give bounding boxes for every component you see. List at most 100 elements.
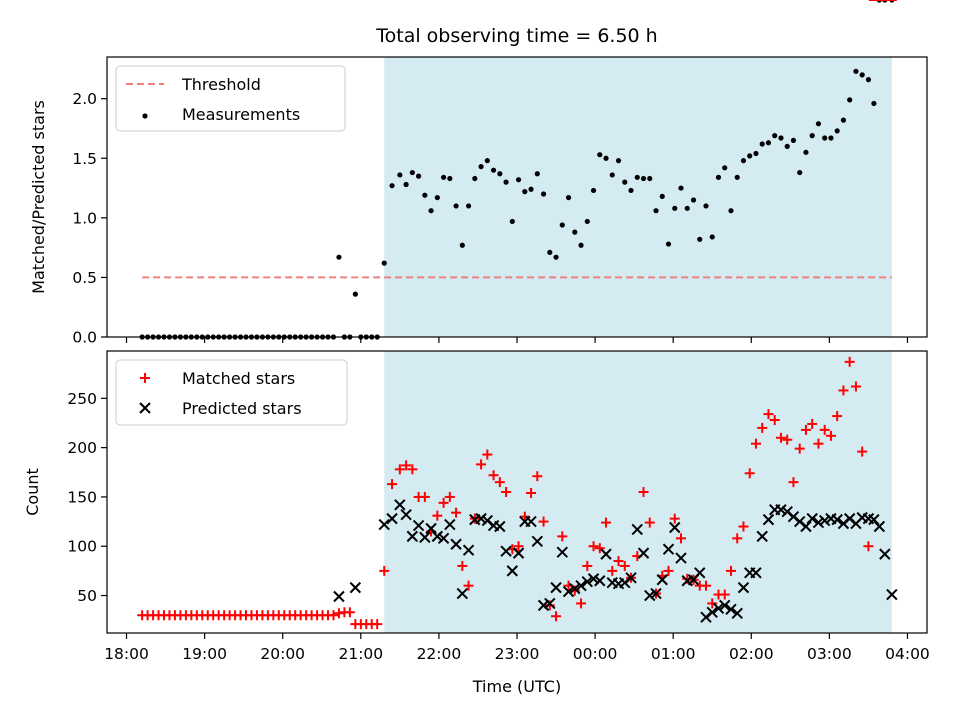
- data-point: [732, 533, 743, 544]
- data-point: [569, 582, 581, 595]
- data-point: [526, 487, 537, 498]
- y-axis-label: Count: [23, 468, 42, 516]
- data-point: [807, 418, 818, 429]
- data-point: [394, 464, 405, 475]
- x-tick-label: 19:00: [182, 645, 227, 663]
- data-point: [757, 422, 768, 433]
- data-point: [653, 208, 659, 214]
- data-point: [540, 191, 547, 197]
- data-point: [456, 587, 469, 600]
- data-point: [684, 205, 690, 211]
- data-point: [389, 183, 395, 189]
- data-point: [769, 415, 780, 426]
- data-point: [450, 538, 462, 550]
- data-point: [818, 514, 831, 527]
- data-point: [788, 477, 799, 488]
- data-point: [759, 141, 765, 147]
- data-point: [697, 236, 703, 242]
- legend: Matched stars Predicted stars: [115, 359, 348, 426]
- data-point: [868, 513, 880, 526]
- data-point: [700, 580, 711, 591]
- y-tick-label: 0.0: [72, 329, 97, 347]
- data-point: [582, 560, 593, 571]
- data-point: [634, 174, 640, 180]
- data-point: [528, 186, 534, 192]
- data-point: [386, 512, 398, 525]
- data-point: [725, 565, 736, 576]
- data-point: [800, 520, 812, 533]
- data-point: [763, 409, 774, 420]
- data-point: [603, 155, 609, 161]
- legend-label: Predicted stars: [182, 399, 302, 418]
- data-point: [572, 229, 578, 235]
- data-point: [490, 167, 497, 173]
- data-point: [556, 546, 569, 558]
- data-point: [847, 97, 853, 103]
- data-point: [747, 153, 753, 159]
- legend-box: [115, 359, 348, 426]
- data-point: [459, 242, 465, 248]
- data-point: [800, 424, 811, 435]
- x-tick-label: 18:00: [104, 645, 149, 663]
- y-tick-label: 200: [67, 439, 97, 457]
- data-point: [412, 519, 425, 532]
- data-point: [497, 171, 503, 177]
- data-point: [597, 152, 603, 158]
- data-point: [744, 468, 755, 479]
- data-point: [432, 510, 443, 521]
- x-tick-label: 23:00: [495, 645, 540, 663]
- data-point: [803, 149, 809, 155]
- data-point: [656, 574, 668, 586]
- data-point: [865, 77, 872, 83]
- ratio-panel: 0.0 0.5 1.0 1.5 2.0 Matched/Predicted stars Th…: [29, 0, 928, 347]
- data-point: [706, 606, 718, 619]
- data-point: [488, 470, 499, 481]
- data-point: [344, 607, 355, 618]
- data-point: [738, 521, 749, 532]
- data-point: [831, 513, 843, 526]
- data-point: [532, 471, 543, 482]
- data-point: [778, 135, 784, 141]
- data-point: [515, 177, 522, 183]
- data-point: [503, 179, 509, 185]
- y-tick-label: 1.5: [72, 150, 97, 168]
- data-point: [628, 187, 634, 194]
- legend-box: [115, 65, 346, 132]
- data-point: [559, 222, 565, 228]
- data-point: [647, 175, 653, 182]
- data-point: [444, 518, 456, 531]
- y-tick-label: 50: [77, 587, 97, 605]
- data-point: [607, 565, 618, 576]
- data-point: [513, 541, 524, 552]
- legend-label: Measurements: [182, 105, 300, 124]
- data-point: [840, 117, 847, 123]
- data-point: [409, 169, 415, 176]
- data-point: [519, 511, 530, 522]
- x-tick-label: 01:00: [651, 645, 696, 663]
- count-panel: 50 100 150 200 250 18:00 19:00 20:00 21:00 22:00 2…: [23, 0, 930, 663]
- series-matched-stars: [137, 0, 897, 630]
- data-point: [672, 205, 678, 211]
- data-point: [553, 254, 559, 260]
- data-point: [462, 544, 475, 556]
- data-point: [850, 381, 861, 392]
- data-point: [465, 203, 472, 209]
- data-point: [694, 567, 706, 579]
- data-point: [772, 133, 778, 139]
- legend-swatch-predicted: [139, 402, 151, 414]
- data-point: [431, 530, 444, 543]
- y-axis-label: Matched/Predicted stars: [29, 100, 48, 294]
- observing-window: [384, 57, 892, 337]
- data-point: [722, 165, 728, 171]
- data-point: [853, 68, 859, 74]
- data-point: [400, 508, 412, 521]
- data-point: [534, 171, 540, 177]
- data-point: [397, 172, 403, 178]
- data-point: [381, 260, 387, 266]
- data-point: [416, 173, 422, 179]
- data-point: [838, 385, 849, 396]
- data-point: [675, 552, 687, 564]
- data-point: [509, 218, 515, 225]
- data-point: [794, 443, 805, 454]
- data-point: [588, 541, 599, 552]
